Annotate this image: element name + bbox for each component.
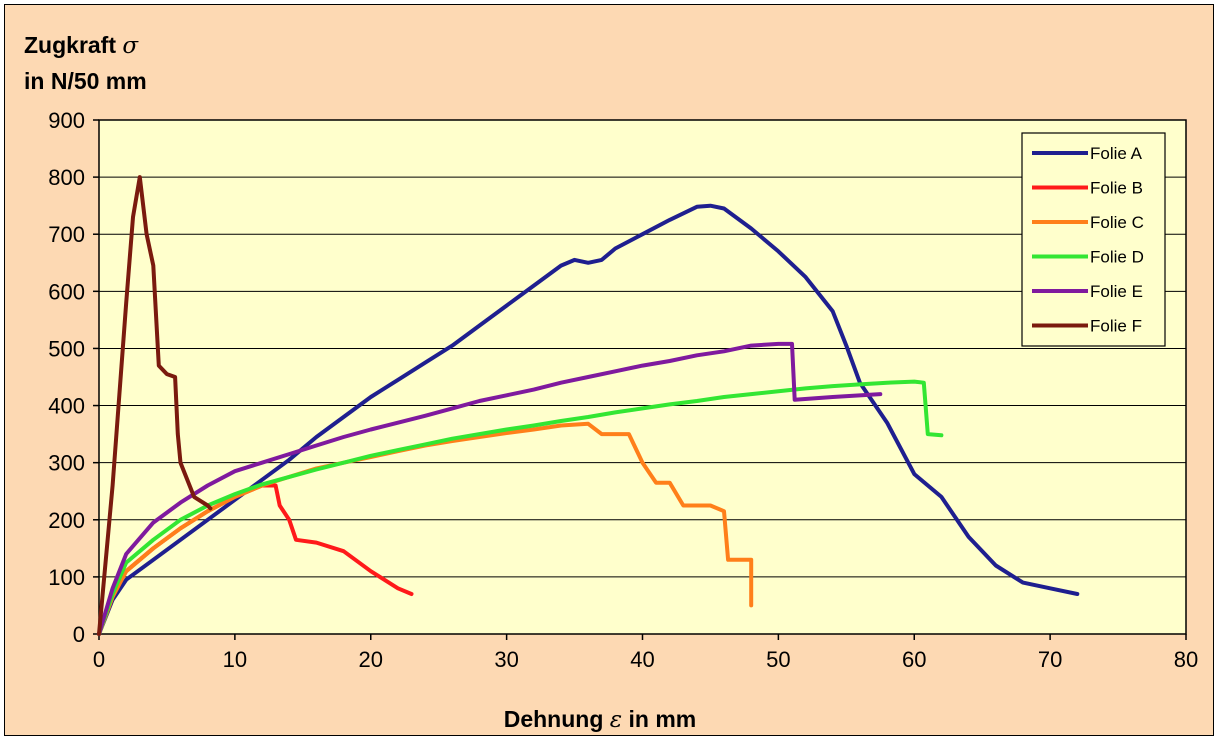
epsilon-symbol: ε [610, 707, 622, 733]
plot-area [98, 119, 1187, 635]
series-lines [97, 175, 1080, 636]
legend-box [1021, 132, 1166, 347]
series-line-folie-d [97, 379, 944, 636]
series-line-folie-f [97, 175, 213, 636]
y-tick-label: 0 [73, 622, 85, 647]
series-line-folie-e [97, 341, 883, 636]
x-tick-label: 0 [93, 647, 105, 672]
x-axis-title: Dehnung ε in mm [504, 706, 697, 733]
series-line-folie-c [97, 421, 754, 636]
x-axis-title-pre: Dehnung [504, 706, 604, 732]
y-tick-label: 900 [48, 108, 85, 133]
y-tick-label: 600 [48, 279, 85, 304]
x-tick-label: 20 [359, 647, 383, 672]
x-tick-label: 40 [630, 647, 654, 672]
legend-label: Folie F [1090, 317, 1142, 336]
y-tick-label: 300 [48, 451, 85, 476]
y-tick-label: 700 [48, 222, 85, 247]
y-axis-title-line2: in N/50 mm [24, 68, 147, 94]
y-tick-label: 100 [48, 565, 85, 590]
legend-label: Folie C [1090, 213, 1144, 232]
y-tick-label: 400 [48, 394, 85, 419]
x-axis-ticks: 0 10 20 30 40 50 60 70 80 [93, 634, 1198, 672]
x-tick-label: 60 [902, 647, 926, 672]
x-tick-label: 50 [766, 647, 790, 672]
y-tick-label: 500 [48, 336, 85, 361]
y-tick-label: 200 [48, 508, 85, 533]
x-tick-label: 10 [223, 647, 247, 672]
y-axis-title: Zugkraft σ in N/50 mm [24, 28, 147, 99]
y-axis-ticks: 0 100 200 300 400 500 600 700 800 900 [48, 108, 99, 647]
series-line-folie-a [97, 203, 1080, 636]
sigma-symbol: σ [122, 33, 139, 59]
legend-label: Folie E [1090, 282, 1143, 301]
y-axis-title-line1: Zugkraft [24, 32, 116, 58]
legend-label: Folie A [1090, 144, 1143, 163]
legend: Folie A Folie B Folie C Folie D Folie E Folie… [1021, 132, 1166, 347]
x-axis-title-post: in mm [629, 706, 697, 732]
legend-label: Folie B [1090, 179, 1143, 198]
x-tick-label: 30 [494, 647, 518, 672]
legend-label: Folie D [1090, 248, 1144, 267]
x-tick-label: 70 [1038, 647, 1062, 672]
y-tick-label: 800 [48, 165, 85, 190]
x-tick-label: 80 [1174, 647, 1198, 672]
